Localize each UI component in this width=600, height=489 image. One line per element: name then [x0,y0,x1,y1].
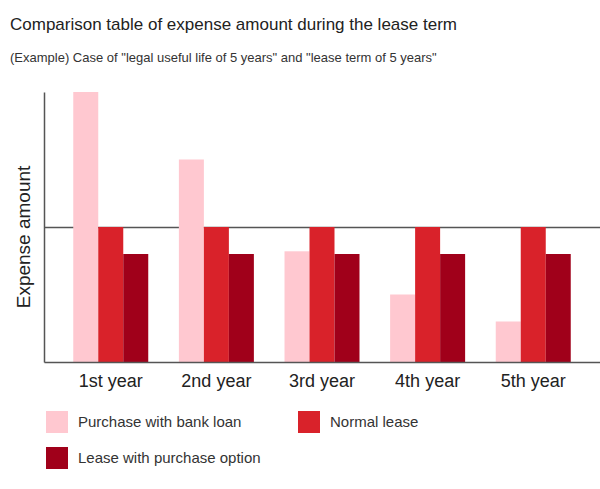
legend-item: Normal lease [298,411,418,433]
x-tick-label: 5th year [501,371,566,391]
x-tick-label: 1st year [79,371,143,391]
y-axis [44,93,600,363]
x-tick: 1st year [79,371,143,391]
x-tick-label: 3rd year [289,371,355,391]
x-tick: 2nd year [181,371,251,391]
x-tick: 4th year [395,371,460,391]
x-axis: 1st year 2nd year 3rd year 4th year 5th year [45,363,600,391]
y-axis-title: Expense amount [13,165,34,308]
x-tick-label: 4th year [395,371,460,391]
bar [229,254,254,362]
bar [285,251,310,362]
legend-label: Normal lease [330,413,418,430]
bar [73,92,98,362]
legend-swatch [298,411,320,433]
x-tick-label: 2nd year [181,371,251,391]
bar [521,227,546,362]
x-tick: 3rd year [289,371,355,391]
legend: Purchase with bank loan Normal lease Lease… [46,411,418,469]
series [123,254,570,362]
x-tick: 5th year [501,371,566,391]
title: Comparison table of expense amount durin… [10,15,457,34]
bar [179,160,204,363]
legend-label: Purchase with bank loan [78,413,241,430]
bar [415,227,440,362]
legend-item: Purchase with bank loan [46,411,241,433]
series [98,227,545,362]
bar [204,227,229,362]
x-axis-line [45,362,600,364]
bar [98,227,123,362]
bar [546,254,571,362]
legend-label: Lease with purchase option [78,449,261,466]
bar [440,254,465,362]
subtitle: (Example) Case of "legal useful life of … [10,50,437,65]
legend-swatch [46,411,68,433]
series [73,92,520,362]
bar [390,295,415,363]
bar [496,322,521,363]
legend-item: Lease with purchase option [46,447,261,469]
bar [310,227,335,362]
bars [73,92,570,362]
bar [334,254,359,362]
chart: Comparison table of expense amount durin… [0,0,600,489]
bar [123,254,148,362]
legend-swatch [46,447,68,469]
